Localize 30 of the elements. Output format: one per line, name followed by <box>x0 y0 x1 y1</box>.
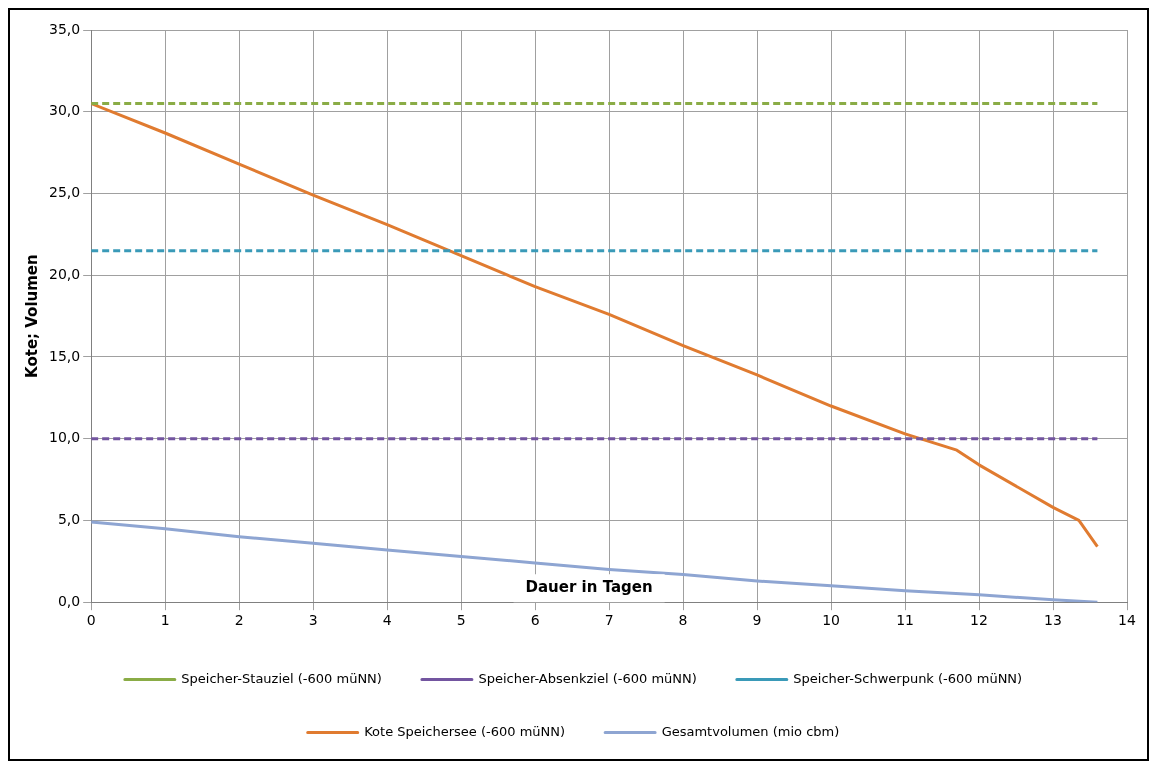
legend-label: Kote Speichersee (-600 müNN) <box>364 723 566 739</box>
y-tick-label: 35,0 <box>49 20 81 37</box>
y-tick-label: 30,0 <box>49 102 81 119</box>
y-tick-label: 5,0 <box>57 511 81 528</box>
x-tick-label: 8 <box>678 612 688 629</box>
y-axis-title: Kote; Volumen <box>22 254 41 378</box>
x-tick-label: 14 <box>1118 612 1136 629</box>
x-tick-label: 10 <box>822 612 840 629</box>
x-tick-label: 2 <box>234 612 244 629</box>
legend-label: Speicher-Stauziel (-600 müNN) <box>181 670 382 686</box>
x-axis-title: Dauer in Tagen <box>525 578 653 597</box>
x-tick-label: 12 <box>970 612 988 629</box>
legend-label: Gesamtvolumen (mio cbm) <box>661 723 840 739</box>
x-tick-label: 9 <box>752 612 762 629</box>
x-tick-label: 5 <box>456 612 466 629</box>
x-tick-label: 0 <box>86 612 96 629</box>
x-tick-label: 6 <box>530 612 540 629</box>
y-tick-label: 0,0 <box>57 592 81 609</box>
x-tick-label: 11 <box>896 612 914 629</box>
x-tick-label: 13 <box>1044 612 1062 629</box>
legend-label: Speicher-Absenkziel (-600 müNN) <box>478 670 697 686</box>
x-tick-label: 4 <box>382 612 392 629</box>
y-tick-label: 10,0 <box>49 429 81 446</box>
x-tick-label: 1 <box>160 612 170 629</box>
y-tick-label: 20,0 <box>49 265 81 282</box>
legend-label: Speicher-Schwerpunk (-600 müNN) <box>793 670 1023 686</box>
y-tick-label: 25,0 <box>49 184 81 201</box>
x-tick-label: 3 <box>308 612 318 629</box>
x-tick-label: 7 <box>604 612 614 629</box>
y-tick-label: 15,0 <box>49 347 81 364</box>
